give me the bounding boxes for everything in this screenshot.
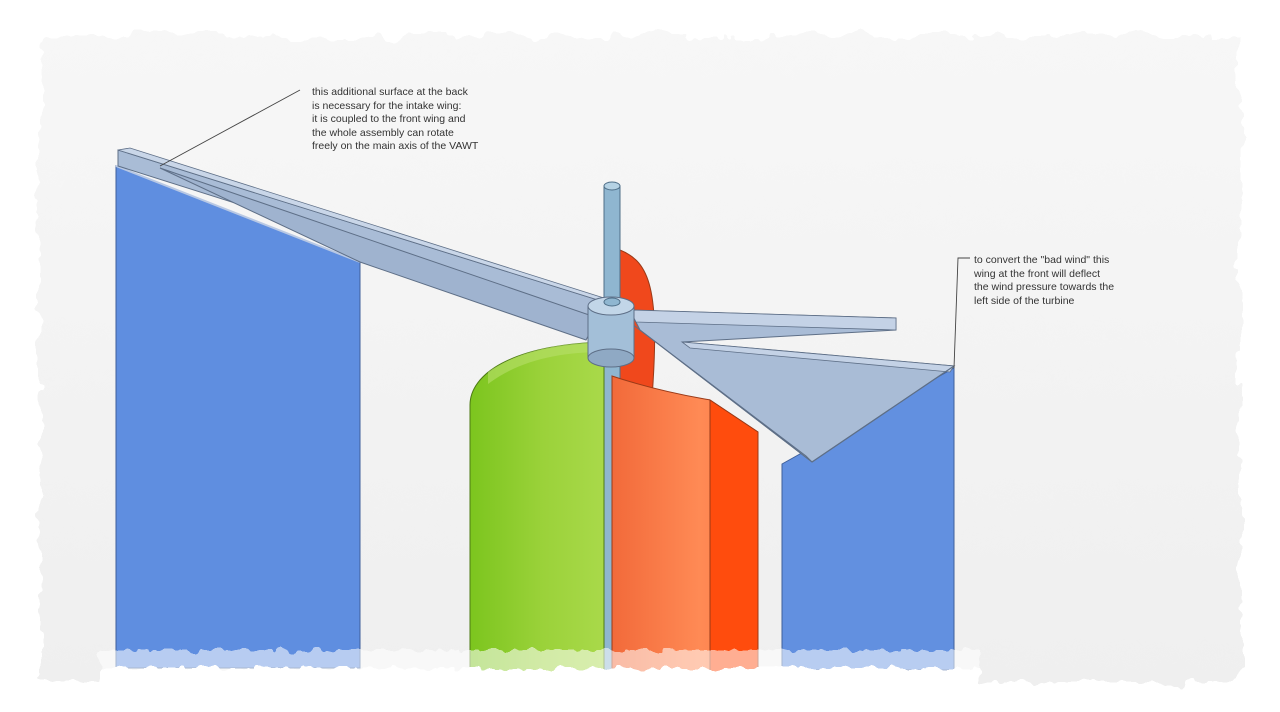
annotation-front-line: the wind pressure towards the bbox=[974, 281, 1115, 293]
annotation-back-surface: this additional surface at the back is n… bbox=[312, 86, 478, 154]
annotation-back-line: it is coupled to the front wing and bbox=[312, 113, 466, 125]
hub-collar bbox=[587, 296, 635, 368]
back-wing-arm bbox=[117, 147, 606, 341]
green-blade bbox=[469, 341, 605, 673]
annotation-back-line: freely on the main axis of the VAWT bbox=[312, 140, 479, 152]
annotation-back-line: the whole assembly can rotate bbox=[312, 126, 454, 139]
annotation-front-line: to convert the "bad wind" this bbox=[974, 254, 1110, 266]
annotation-back-line: is necessary for the intake wing: bbox=[312, 99, 462, 112]
annotation-front-wing: to convert the "bad wind" this wing at t… bbox=[974, 254, 1114, 308]
orange-blade bbox=[611, 375, 759, 675]
bottom-brush-fade bbox=[100, 650, 980, 712]
front-deflector-wing bbox=[629, 309, 956, 463]
leader-line-front bbox=[953, 257, 970, 369]
annotation-front-line: wing at the front will deflect bbox=[974, 267, 1101, 280]
leader-line-back bbox=[159, 89, 301, 167]
annotation-back-line: this additional surface at the back bbox=[312, 86, 468, 98]
annotation-front-line: left side of the turbine bbox=[974, 294, 1075, 307]
